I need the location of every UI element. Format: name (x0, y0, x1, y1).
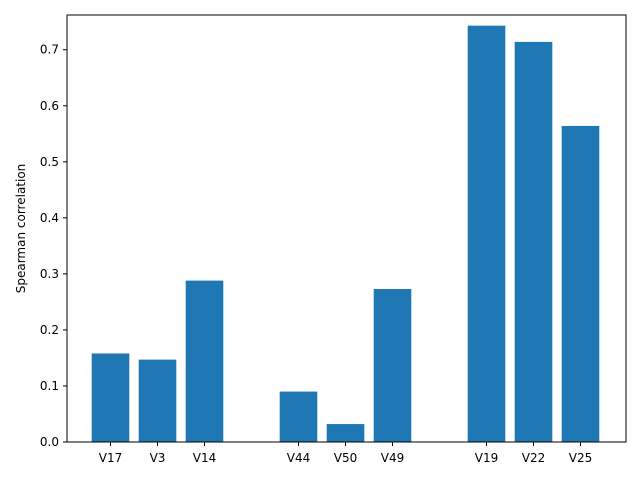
y-tick-label: 0.2 (40, 323, 59, 337)
bar-v50 (326, 424, 365, 442)
y-axis-ticks: 0.0 0.1 0.2 0.3 0.4 0.5 0.6 0.7 (40, 43, 67, 449)
bar-v19 (467, 25, 506, 443)
bar-v17 (91, 353, 130, 442)
y-tick-label: 0.3 (40, 267, 59, 281)
y-tick-label: 0.6 (40, 99, 59, 113)
bar-v44 (279, 391, 318, 442)
bar-v49 (373, 289, 412, 442)
x-tick-label-v49: V49 (381, 451, 404, 465)
y-tick-label: 0.4 (40, 211, 59, 225)
x-tick-label-v19: V19 (475, 451, 498, 465)
x-tick-label-v14: V14 (193, 451, 216, 465)
y-axis-label: Spearman correlation (14, 164, 28, 294)
bar-v3 (138, 359, 177, 442)
bar-v14 (185, 280, 224, 442)
x-tick-label-v25: V25 (569, 451, 592, 465)
y-tick-label: 0.7 (40, 43, 59, 57)
bar-v22 (514, 41, 553, 443)
x-tick-label-v3: V3 (150, 451, 166, 465)
x-tick-label-v50: V50 (334, 451, 357, 465)
x-axis-ticks: V17 V3 V14 V44 V50 V49 V19 V22 V25 (99, 442, 592, 465)
x-tick-label-v44: V44 (287, 451, 310, 465)
bars-group (91, 25, 600, 443)
y-tick-label: 0.1 (40, 379, 59, 393)
x-tick-label-v17: V17 (99, 451, 122, 465)
x-tick-label-v22: V22 (522, 451, 545, 465)
bar-v25 (561, 125, 600, 442)
y-tick-label: 0.5 (40, 155, 59, 169)
axes-frame (66, 14, 627, 443)
y-tick-label: 0.0 (40, 435, 59, 449)
